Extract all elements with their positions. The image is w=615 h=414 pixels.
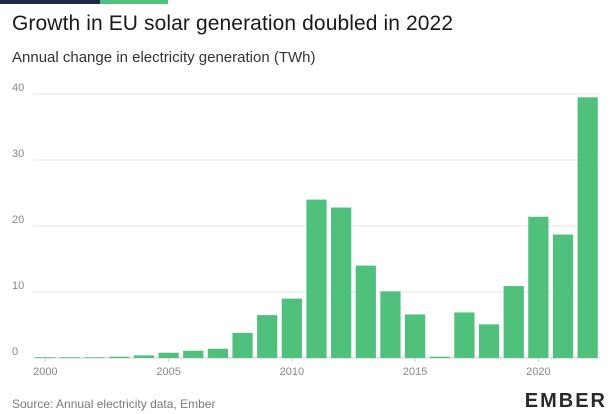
x-tick-label: 2010: [280, 366, 304, 378]
bar-2021: [552, 234, 574, 358]
bar-2007: [207, 348, 228, 358]
bar-2015: [405, 314, 426, 358]
bar-2014: [380, 291, 401, 358]
bar-2000: [35, 357, 56, 358]
bar-2016: [429, 356, 450, 358]
accent-bar-green-segment: [100, 0, 168, 4]
ember-logo: EMBER: [524, 390, 607, 412]
bar-2001: [59, 357, 81, 358]
x-tick-label: 2020: [526, 366, 550, 378]
bar-2004: [133, 355, 155, 358]
bar-2011: [306, 199, 327, 358]
bar-2019: [503, 286, 524, 358]
x-tick-labels: 2000 2005 2010 2015 2020: [33, 358, 551, 378]
bar-2003: [109, 356, 130, 358]
bar-2009: [257, 315, 278, 358]
chart-subtitle: Annual change in electricity generation …: [12, 49, 316, 66]
accent-bar-dark-segment: [0, 0, 100, 4]
bars: [35, 97, 598, 359]
accent-bar: [0, 0, 168, 4]
bar-2008: [232, 332, 253, 358]
bar-2012: [331, 207, 352, 358]
y-tick-label: 40: [12, 82, 24, 94]
x-tick-label: 2000: [33, 366, 57, 378]
y-tick-label: 20: [12, 214, 24, 226]
bar-2018: [478, 324, 500, 358]
bar-2006: [183, 350, 204, 358]
chart-title: Growth in EU solar generation doubled in…: [12, 12, 454, 35]
y-tick-labels: 0 10 20 30 40: [12, 82, 24, 358]
y-tick-label: 0: [12, 346, 18, 358]
bar-2017: [454, 312, 475, 358]
bar-2010: [281, 298, 302, 358]
source-note: Source: Annual electricity data, Ember: [12, 397, 216, 411]
bar-2020: [528, 216, 549, 358]
bar-2002: [84, 357, 105, 358]
bar-2013: [355, 265, 376, 358]
y-tick-label: 30: [12, 148, 24, 160]
bar-2022: [577, 97, 598, 359]
y-tick-label: 10: [12, 280, 24, 292]
bar-chart: 0 10 20 30 40 2000 2005 2010 2015 2020: [12, 82, 600, 378]
bar-2005: [158, 352, 179, 358]
x-tick-label: 2005: [156, 366, 180, 378]
x-tick-label: 2015: [403, 366, 427, 378]
